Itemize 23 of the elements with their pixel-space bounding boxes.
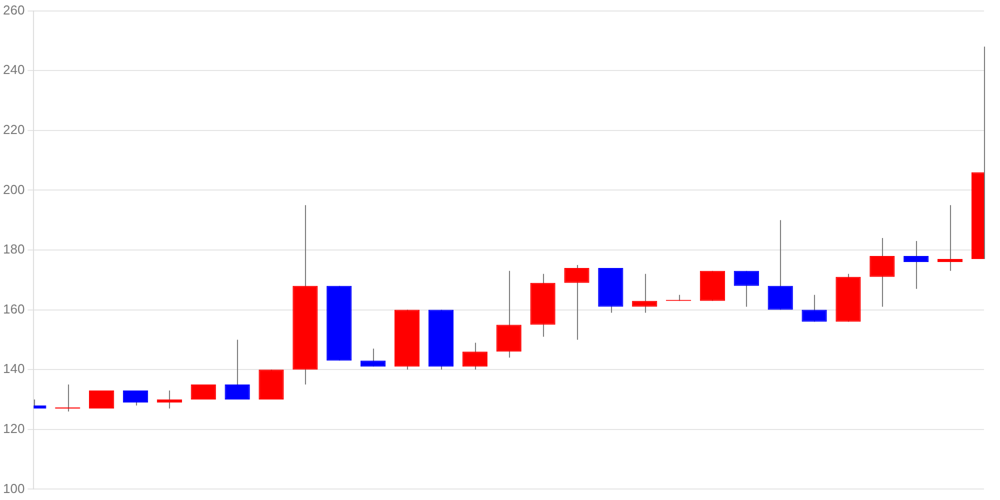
y-tick-label: 180 (2, 242, 25, 257)
y-tick-label: 260 (2, 2, 25, 18)
candlestick (870, 238, 895, 308)
candlestick (768, 220, 793, 310)
y-tick-label: 100 (2, 480, 25, 496)
y-tick-label: 200 (2, 182, 25, 197)
candlestick (156, 390, 182, 409)
candlestick (122, 390, 148, 406)
candlestick (462, 342, 488, 370)
candlestick (938, 204, 963, 272)
y-tick-label: 120 (2, 420, 25, 436)
candlestick (802, 294, 827, 322)
y-tick-label: 160 (2, 301, 25, 316)
candlestick (224, 339, 250, 400)
candlestick (632, 273, 658, 314)
candlestick (734, 270, 759, 308)
y-tick-label: 240 (2, 62, 25, 78)
candlestick (360, 348, 386, 368)
candlestick (564, 264, 590, 340)
candlestick (55, 384, 80, 412)
y-tick-label: 220 (2, 122, 25, 137)
candlestick (904, 240, 929, 290)
y-tick-label: 140 (2, 361, 25, 376)
